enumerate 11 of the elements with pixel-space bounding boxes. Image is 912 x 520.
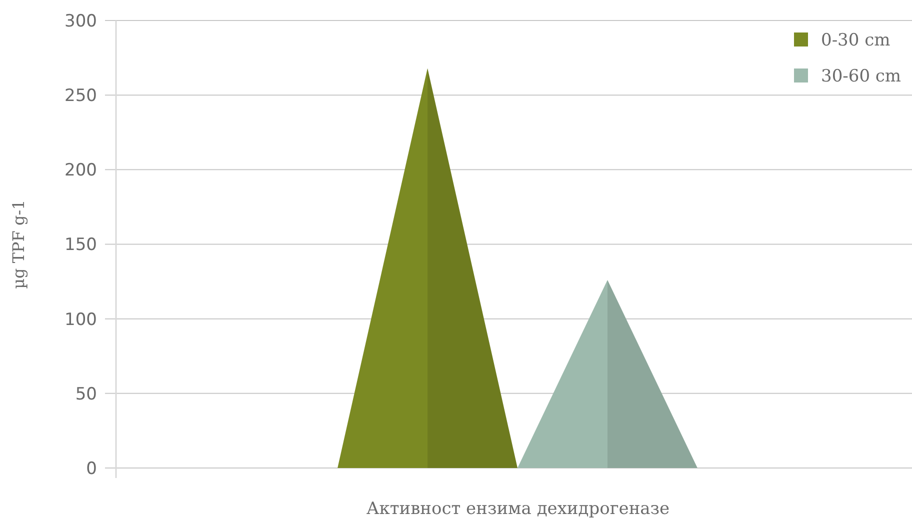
y-axis-title: µg TPF g-1 <box>9 200 28 289</box>
legend-label: 30-60 cm <box>821 66 902 86</box>
legend-label: 0-30 cm <box>821 30 890 50</box>
y-tick-label: 200 <box>64 160 97 181</box>
x-axis-title: Активност ензима дехидрогеназе <box>366 499 670 519</box>
y-tick-label: 0 <box>86 458 97 479</box>
y-tick-label: 250 <box>64 86 97 106</box>
y-tick-label: 100 <box>64 310 97 330</box>
y-tick-label: 150 <box>64 235 97 256</box>
y-tick-label: 50 <box>75 384 97 404</box>
y-tick-label: 300 <box>64 11 97 32</box>
